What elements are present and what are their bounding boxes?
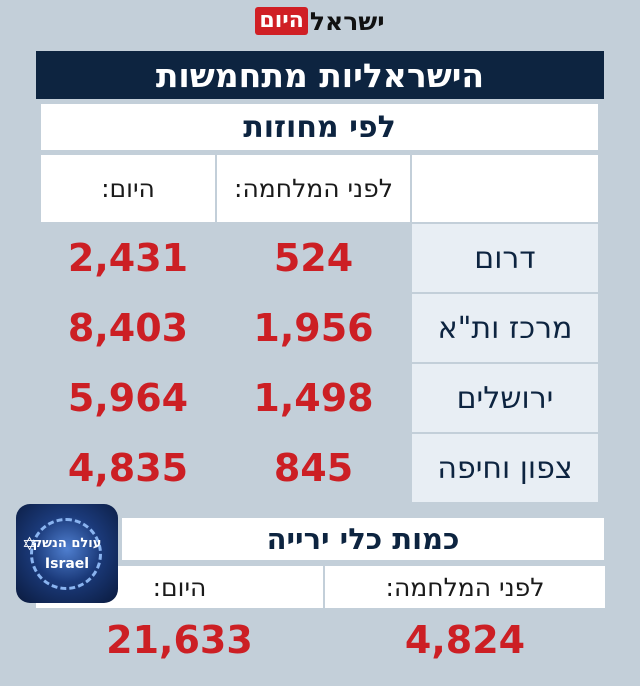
divider [323,566,325,670]
before-north: 845 [273,446,354,490]
weapons-before-value: 4,824 [404,618,526,662]
divider [41,432,598,434]
before-south: 524 [273,236,354,280]
star-of-david-icon: ✡ [22,534,38,555]
today-jerusalem: 5,964 [67,376,189,420]
before-center: 1,956 [253,306,374,350]
header-today: היום: [41,155,215,222]
before-jerusalem: 1,498 [253,376,374,420]
badge-line1: עולם הנשק [32,536,102,551]
page-title: הישראליות מתחמשות [36,51,604,99]
weapons-heading: כמות כלי ירייה [122,518,604,560]
logo-text: ישראל [309,6,385,36]
logo-badge: היום [255,7,308,35]
divider [41,292,598,294]
today-north: 4,835 [67,446,189,490]
today-center: 8,403 [67,306,189,350]
globe-icon [30,518,102,590]
district-heading: לפי מחוזות [41,104,598,150]
watermark-badge: ✡ עולם הנשק Israel [16,504,118,603]
divider [41,362,598,364]
region-jerusalem: ירושלים [412,364,598,432]
header-empty-cell [412,155,598,222]
divider [36,670,605,672]
badge-line2: Israel [44,556,90,572]
weapons-before-label: לפני המלחמה: [325,566,605,608]
today-south: 2,431 [67,236,189,280]
region-south: דרום [412,224,598,292]
header-before-war: לפני המלחמה: [217,155,410,222]
logo: ישראל היום [0,4,640,38]
region-north: צפון וחיפה [412,434,598,502]
region-center: מרכז ות"א [412,294,598,362]
weapons-today-value: 21,633 [106,618,253,662]
